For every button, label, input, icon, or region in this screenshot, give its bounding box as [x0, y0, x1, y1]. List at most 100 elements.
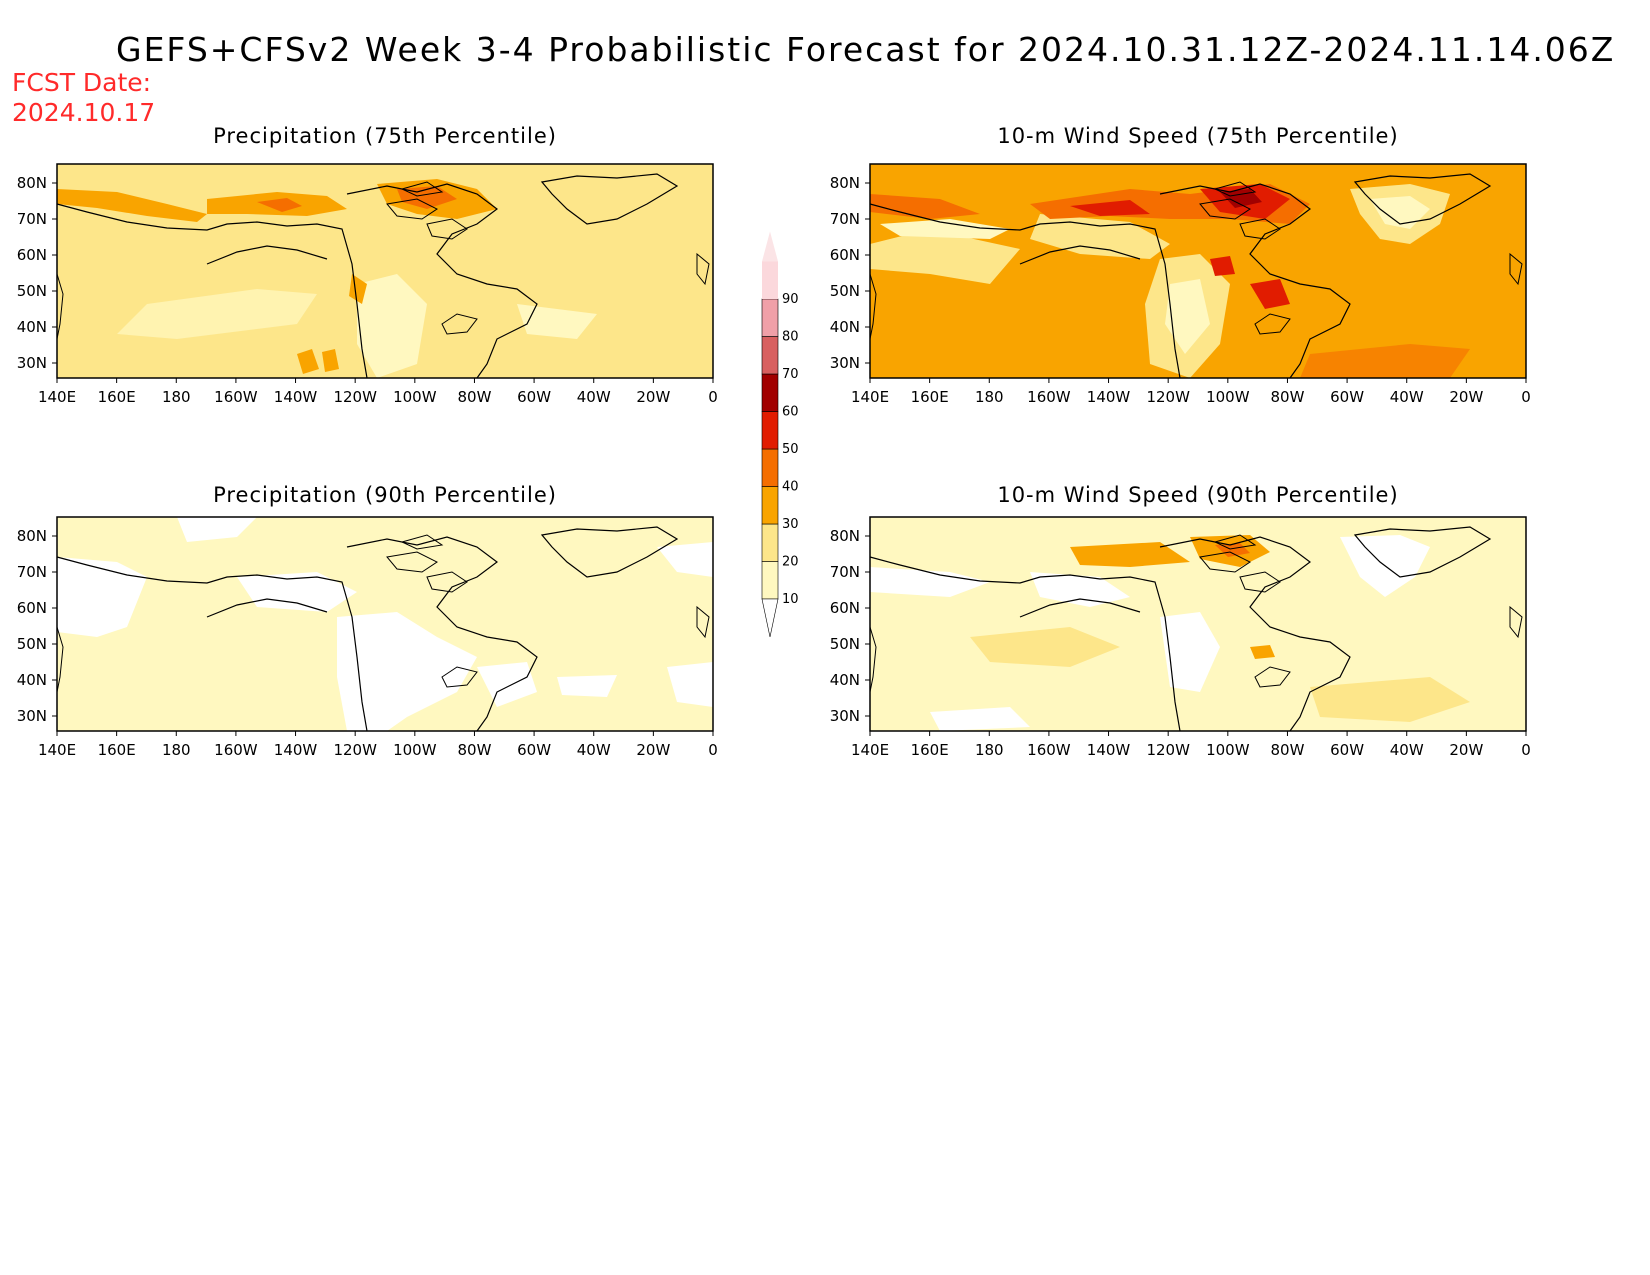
lat-tick-label: 40N	[830, 671, 860, 689]
lon-tick-label: 0	[708, 741, 718, 759]
lon-tick-label: 100W	[393, 388, 437, 406]
panel-title-wind75: 10-m Wind Speed (75th Percentile)	[997, 124, 1399, 148]
lat-tick-label: 80N	[830, 527, 860, 545]
lon-tick-label: 120W	[333, 388, 377, 406]
lon-tick-label: 60W	[1330, 388, 1364, 406]
lon-tick-label: 120W	[333, 741, 377, 759]
lat-tick-label: 80N	[17, 174, 47, 192]
lon-tick-label: 20W	[636, 741, 670, 759]
lat-tick-label: 50N	[830, 282, 860, 300]
colorbar: 10 20 30 40 50 60 70 80 90	[761, 231, 799, 638]
lon-tick-label: 160E	[98, 741, 136, 759]
lon-tick-label: 40W	[1390, 741, 1424, 759]
lat-tick-label: 70N	[17, 210, 47, 228]
lon-tick-label: 120W	[1146, 388, 1190, 406]
lon-tick-label: 160W	[1027, 741, 1071, 759]
lon-tick-label: 80W	[457, 741, 491, 759]
lon-tick-label: 0	[1521, 741, 1531, 759]
lon-tick-label: 140E	[38, 741, 76, 759]
lon-tick-label: 100W	[1206, 388, 1250, 406]
colorbar-swatch	[761, 561, 779, 600]
lon-tick-label: 140E	[851, 741, 889, 759]
lon-tick-label: 100W	[1206, 741, 1250, 759]
panel-title-precip75: Precipitation (75th Percentile)	[213, 124, 557, 148]
colorbar-level-label: 70	[782, 367, 799, 382]
lat-tick-label: 50N	[17, 282, 47, 300]
colorbar-level-label: 60	[782, 405, 799, 420]
lat-tick-label: 30N	[830, 354, 860, 372]
colorbar-bottom-arrow	[761, 598, 779, 638]
panel-title-precip90: Precipitation (90th Percentile)	[213, 483, 557, 507]
panel-title-wind90: 10-m Wind Speed (90th Percentile)	[997, 483, 1399, 507]
lat-tick-label: 60N	[17, 246, 47, 264]
lat-tick-label: 40N	[17, 318, 47, 336]
colorbar-swatch	[761, 411, 779, 450]
colorbar-swatch	[761, 448, 779, 487]
colorbar-swatch	[761, 373, 779, 412]
lat-tick-label: 70N	[830, 563, 860, 581]
forecast-date-value: 2024.10.17	[12, 98, 156, 127]
axis-ticks: 140E 160E 180 160W 140W 120W 100W 80W 60W 40W 20W 0…	[17, 174, 1531, 759]
lon-tick-label: 180	[975, 741, 1004, 759]
colorbar-swatch	[761, 336, 779, 375]
colorbar-top-arrow	[762, 231, 778, 262]
lon-tick-label: 40W	[577, 388, 611, 406]
forecast-date-block: FCST Date: 2024.10.17	[12, 68, 155, 128]
lon-tick-label: 160W	[1027, 388, 1071, 406]
lon-tick-label: 180	[975, 388, 1004, 406]
lon-tick-label: 100W	[393, 741, 437, 759]
lon-tick-label: 140E	[851, 388, 889, 406]
lon-tick-label: 160W	[214, 741, 258, 759]
map-panel-precip75	[56, 163, 714, 379]
lon-tick-label: 140W	[1087, 741, 1131, 759]
colorbar-level-label: 90	[782, 292, 799, 307]
lon-tick-label: 160E	[98, 388, 136, 406]
lat-tick-label: 40N	[17, 671, 47, 689]
lon-tick-label: 40W	[577, 741, 611, 759]
lat-tick-label: 50N	[17, 635, 47, 653]
map-panel-wind90	[869, 516, 1527, 732]
lon-tick-label: 60W	[517, 741, 551, 759]
lon-tick-label: 60W	[1330, 741, 1364, 759]
lon-tick-label: 140W	[274, 388, 318, 406]
lon-tick-label: 160E	[911, 388, 949, 406]
lon-tick-label: 20W	[636, 388, 670, 406]
lon-tick-label: 40W	[1390, 388, 1424, 406]
lon-tick-label: 80W	[457, 388, 491, 406]
colorbar-level-label: 40	[782, 480, 799, 495]
map-panel-precip90	[56, 516, 714, 732]
forecast-date-label: FCST Date:	[12, 68, 152, 97]
lon-tick-label: 140W	[1087, 388, 1131, 406]
lon-tick-label: 180	[162, 741, 191, 759]
lon-tick-label: 80W	[1270, 388, 1304, 406]
colorbar-level-label: 80	[782, 330, 799, 345]
lon-tick-label: 60W	[517, 388, 551, 406]
colorbar-swatch	[761, 298, 779, 337]
lat-tick-label: 40N	[830, 318, 860, 336]
colorbar-level-label: 50	[782, 442, 799, 457]
lon-tick-label: 160W	[214, 388, 258, 406]
lon-tick-label: 160E	[911, 741, 949, 759]
lon-tick-label: 20W	[1449, 741, 1483, 759]
lon-tick-label: 140E	[38, 388, 76, 406]
colorbar-swatch	[761, 486, 779, 525]
colorbar-level-label: 10	[782, 592, 799, 607]
colorbar-level-label: 20	[782, 555, 799, 570]
lat-tick-label: 30N	[17, 707, 47, 725]
lat-tick-label: 70N	[830, 210, 860, 228]
lon-tick-label: 0	[1521, 388, 1531, 406]
colorbar-swatch	[761, 523, 779, 562]
lon-tick-label: 0	[708, 388, 718, 406]
lat-tick-label: 60N	[830, 246, 860, 264]
lon-tick-label: 120W	[1146, 741, 1190, 759]
lon-tick-label: 80W	[1270, 741, 1304, 759]
lat-tick-label: 80N	[830, 174, 860, 192]
lat-tick-label: 60N	[830, 599, 860, 617]
map-panel-wind75	[869, 163, 1527, 379]
colorbar-swatch	[762, 261, 778, 299]
lat-tick-label: 80N	[17, 527, 47, 545]
lon-tick-label: 180	[162, 388, 191, 406]
colorbar-level-label: 30	[782, 517, 799, 532]
lon-tick-label: 20W	[1449, 388, 1483, 406]
